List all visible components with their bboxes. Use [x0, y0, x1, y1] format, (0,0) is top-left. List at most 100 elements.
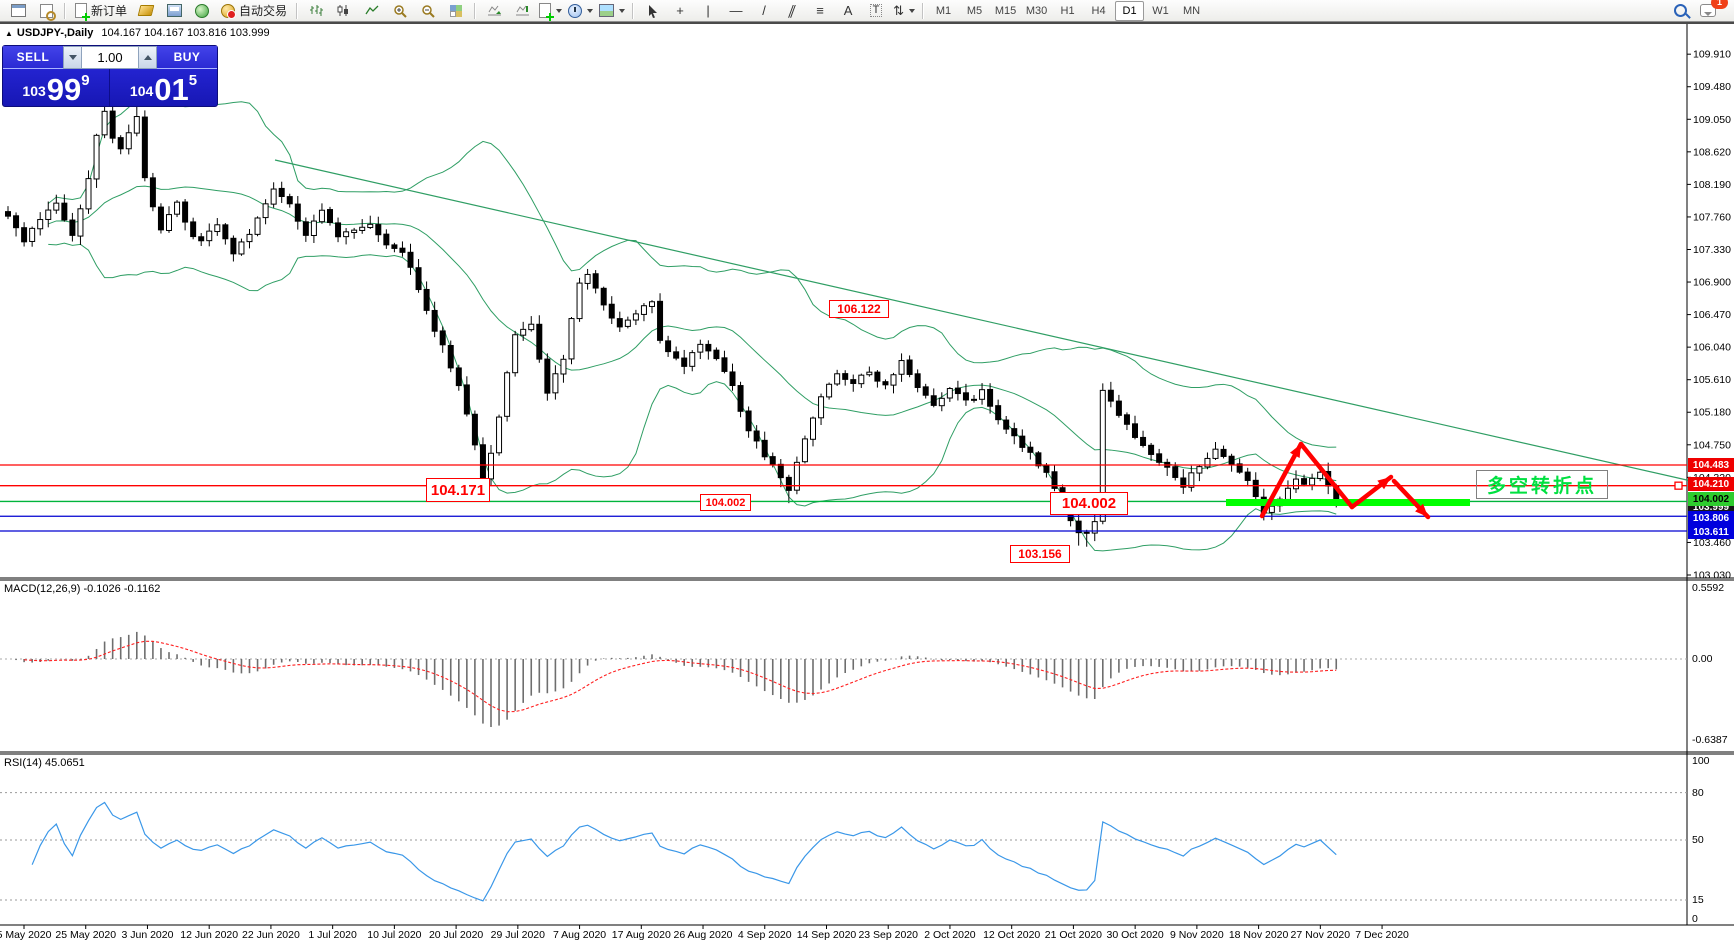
community-chat-button[interactable]: 1 — [1694, 0, 1728, 22]
zoom-in-icon — [393, 4, 407, 18]
volume-input[interactable]: 1.00 — [82, 46, 138, 69]
triangle-up-icon — [143, 55, 152, 60]
svg-text:108.620: 108.620 — [1693, 146, 1731, 158]
timeframe-button-m30[interactable]: M30 — [1025, 4, 1048, 17]
sell-price-handle: 103 — [22, 83, 46, 99]
horizontal-line-button[interactable]: — — [722, 0, 750, 22]
text-button[interactable]: A — [834, 0, 862, 22]
arrows-dropdown[interactable]: ⇅ — [890, 0, 918, 22]
text-label-icon: T — [869, 4, 883, 17]
svg-text:107.760: 107.760 — [1693, 211, 1731, 223]
new-chart-dropdown[interactable] — [536, 0, 565, 22]
buy-price[interactable]: 104 01 5 — [110, 69, 217, 106]
tile-windows-icon — [450, 4, 463, 17]
vertical-line-button[interactable]: | — [694, 0, 722, 22]
timeframe-button-h4[interactable]: H4 — [1091, 4, 1106, 17]
svg-text:109.910: 109.910 — [1693, 49, 1731, 61]
timeframe-button-d1[interactable]: D1 — [1115, 0, 1145, 21]
fibonacci-button[interactable]: ≡ — [806, 0, 834, 22]
signals-icon — [195, 3, 210, 18]
buy-price-handle: 104 — [129, 83, 154, 99]
zoom-out-button[interactable] — [414, 0, 442, 22]
sell-price[interactable]: 103 99 9 — [3, 69, 110, 106]
cursor-button[interactable] — [638, 0, 666, 22]
metaeditor-icon — [166, 4, 182, 17]
price-axis: 109.910 109.480 109.050 108.620 108.190 107.7… — [1687, 49, 1731, 582]
window-icon — [10, 4, 26, 17]
volume-decrease-button[interactable] — [63, 46, 82, 69]
volume-increase-button[interactable] — [138, 46, 157, 69]
arrows-icon: ⇅ — [893, 3, 904, 18]
trendline-button[interactable]: / — [750, 0, 778, 22]
zoom-in-button[interactable] — [386, 0, 414, 22]
charts-window-icon[interactable] — [4, 0, 32, 22]
candlestick-chart-icon — [337, 5, 349, 16]
svg-text:105.610: 105.610 — [1693, 374, 1731, 386]
line-chart-button[interactable] — [358, 0, 386, 22]
bar-chart-button[interactable] — [302, 0, 330, 22]
autotrading-label: 自动交易 — [239, 4, 288, 18]
toolbar-separator — [632, 2, 635, 19]
triangle-down-icon — [68, 55, 77, 60]
timeframe-button-m1[interactable]: M1 — [935, 4, 952, 17]
drawn-objects — [0, 159, 1701, 532]
market-watch-icon[interactable] — [32, 0, 60, 22]
timeframe-button-m15[interactable]: M15 — [994, 4, 1017, 17]
chart-shift-icon — [515, 5, 529, 16]
svg-text:106.470: 106.470 — [1693, 309, 1731, 321]
autoscroll-icon — [487, 5, 501, 16]
timeframe-button-w1[interactable]: W1 — [1152, 4, 1169, 17]
templates-dropdown[interactable] — [596, 0, 628, 22]
autoscroll-button[interactable] — [480, 0, 508, 22]
tile-windows-button[interactable] — [442, 0, 470, 22]
symbol-period-label: USDJPY-,Daily — [16, 27, 94, 39]
sell-button[interactable]: SELL — [3, 46, 63, 69]
crosshair-icon: + — [676, 3, 684, 18]
autotrading-button[interactable]: 自动交易 — [216, 1, 292, 21]
svg-text:104.750: 104.750 — [1693, 439, 1731, 451]
zigzag-arrows — [1259, 441, 1431, 520]
search-button[interactable] — [1666, 0, 1694, 22]
signals-button[interactable] — [188, 0, 216, 22]
template-icon — [599, 4, 615, 17]
periods-dropdown[interactable] — [565, 0, 596, 22]
new-order-button[interactable]: 新订单 — [70, 1, 132, 21]
timeframe-button-h1[interactable]: H1 — [1060, 4, 1075, 17]
favorites-button[interactable] — [132, 0, 160, 22]
clock-icon — [568, 3, 583, 18]
svg-text:105.180: 105.180 — [1693, 407, 1731, 419]
toolbar-separator — [922, 2, 925, 19]
buy-button[interactable]: BUY — [157, 46, 217, 69]
toolbar-separator — [474, 2, 477, 19]
text-label-button[interactable]: T — [862, 0, 890, 22]
sell-price-pip: 9 — [81, 72, 90, 89]
trendline-icon: / — [762, 3, 766, 18]
equidistant-channel-button[interactable]: ∥ — [778, 0, 806, 22]
timeframe-button-m5[interactable]: M5 — [966, 4, 983, 17]
one-click-trading-panel: SELL 1.00 BUY 103 99 9 104 01 5 — [2, 45, 218, 107]
chevron-down-icon — [587, 8, 594, 13]
timeframe-button-group: M1 M5 M15 M30 H1 H4 D1 W1 MN — [928, 0, 1207, 21]
collapse-triangle-icon[interactable]: ▲ — [5, 29, 13, 38]
chevron-down-icon — [619, 8, 626, 13]
toolbar-separator — [296, 2, 299, 19]
pane-frames — [0, 22, 1734, 926]
vertical-line-icon: | — [706, 3, 710, 18]
rsi-pane — [0, 792, 1687, 902]
new-order-label: 新订单 — [91, 4, 128, 18]
toolbar-separator — [64, 2, 66, 19]
svg-text:109.050: 109.050 — [1693, 114, 1731, 126]
crosshair-button[interactable]: + — [666, 0, 694, 22]
candlestick-chart-button[interactable] — [330, 0, 358, 22]
ohlc-values: 104.167 104.167 103.816 103.999 — [101, 27, 270, 39]
svg-text:103.030: 103.030 — [1693, 570, 1731, 582]
timeframe-button-mn[interactable]: MN — [1182, 4, 1201, 17]
top-toolbar: 新订单 自动交易 + | — / ∥ ≡ A T ⇅ M1 M5 M15 M30 H1 H… — [0, 0, 1734, 22]
favorites-icon — [137, 5, 155, 16]
buy-price-big: 01 — [154, 71, 189, 107]
chart-shift-button[interactable] — [508, 0, 536, 22]
metaeditor-button[interactable] — [160, 0, 188, 22]
svg-text:106.900: 106.900 — [1693, 277, 1731, 289]
chart-title: ▲ USDJPY-,Daily 104.167 104.167 103.816 10… — [5, 27, 270, 39]
